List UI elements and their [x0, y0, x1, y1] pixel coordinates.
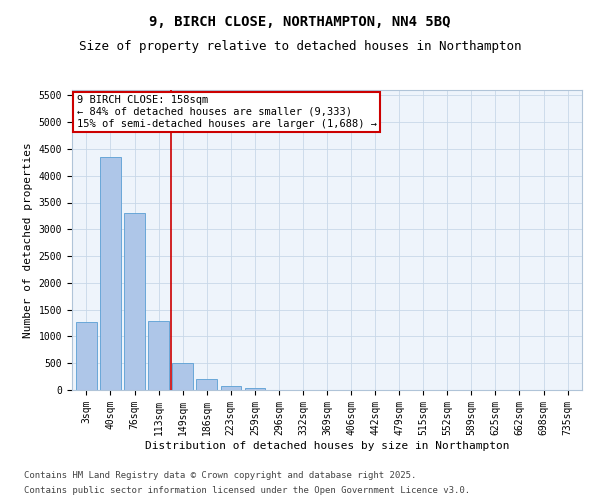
Y-axis label: Number of detached properties: Number of detached properties [23, 142, 33, 338]
Text: 9, BIRCH CLOSE, NORTHAMPTON, NN4 5BQ: 9, BIRCH CLOSE, NORTHAMPTON, NN4 5BQ [149, 15, 451, 29]
Text: Contains HM Land Registry data © Crown copyright and database right 2025.: Contains HM Land Registry data © Crown c… [24, 471, 416, 480]
Bar [245, 388, 265, 390]
Text: Size of property relative to detached houses in Northampton: Size of property relative to detached ho… [79, 40, 521, 53]
X-axis label: Distribution of detached houses by size in Northampton: Distribution of detached houses by size … [145, 440, 509, 450]
Text: Contains public sector information licensed under the Open Government Licence v3: Contains public sector information licen… [24, 486, 470, 495]
Bar [148, 322, 169, 390]
Bar [124, 213, 145, 390]
Bar [221, 386, 241, 390]
Bar [76, 322, 97, 390]
Text: 9 BIRCH CLOSE: 158sqm
← 84% of detached houses are smaller (9,333)
15% of semi-d: 9 BIRCH CLOSE: 158sqm ← 84% of detached … [77, 96, 377, 128]
Bar [172, 363, 193, 390]
Bar [196, 379, 217, 390]
Bar [100, 157, 121, 390]
